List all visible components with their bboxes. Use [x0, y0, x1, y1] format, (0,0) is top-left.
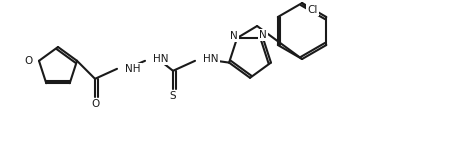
Text: HN: HN: [153, 54, 169, 64]
Text: O: O: [25, 56, 33, 66]
Text: HN: HN: [203, 54, 218, 64]
Text: N: N: [230, 31, 238, 41]
Text: N: N: [259, 30, 267, 40]
Text: NH: NH: [125, 64, 140, 74]
Text: O: O: [91, 99, 99, 109]
Text: Cl: Cl: [307, 5, 317, 15]
Text: S: S: [170, 91, 176, 101]
